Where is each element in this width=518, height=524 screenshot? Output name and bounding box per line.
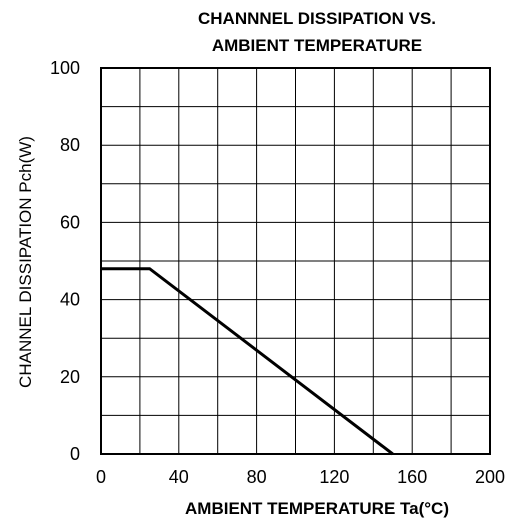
x-tick-label: 40 — [169, 467, 189, 487]
y-tick-label: 80 — [60, 135, 80, 155]
series-group — [101, 267, 394, 456]
plot-frame — [100, 67, 491, 455]
y-tick-label: 0 — [70, 444, 80, 464]
y-tick-label: 100 — [50, 58, 80, 78]
y-tick-labels: 0 20 40 60 80 100 — [50, 58, 80, 464]
chart-title-line-2: AMBIENT TEMPERATURE — [212, 36, 422, 55]
series-line-0 — [101, 267, 394, 456]
y-tick-label: 40 — [60, 290, 80, 310]
x-tick-labels: 0 40 80 120 160 200 — [96, 467, 505, 487]
x-tick-label: 160 — [397, 467, 427, 487]
x-tick-label: 120 — [319, 467, 349, 487]
x-tick-label: 80 — [247, 467, 267, 487]
x-tick-label: 0 — [96, 467, 106, 487]
x-axis-label: AMBIENT TEMPERATURE Ta(°C) — [185, 499, 449, 518]
y-tick-label: 20 — [60, 367, 80, 387]
chart-title-line-1: CHANNNEL DISSIPATION VS. — [198, 9, 436, 28]
grid — [101, 68, 490, 454]
y-tick-label: 60 — [60, 212, 80, 232]
x-tick-label: 200 — [475, 467, 505, 487]
y-axis-label: CHANNEL DISSIPATION Pch(W) — [16, 136, 35, 388]
